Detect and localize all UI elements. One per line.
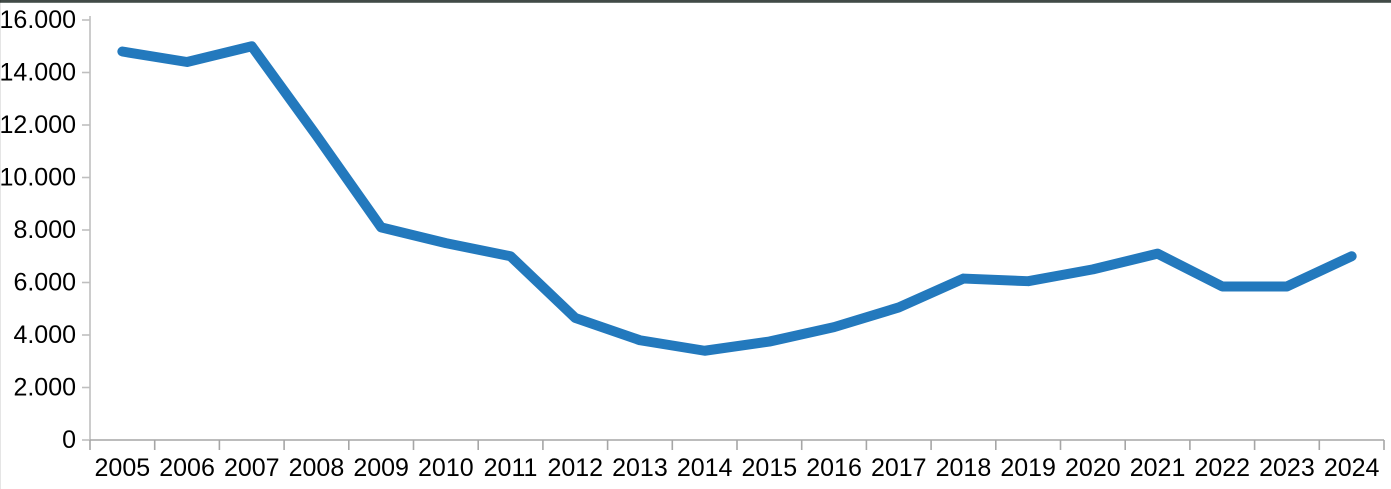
- x-tick-label: 2015: [742, 454, 798, 482]
- x-tick-label: 2014: [677, 454, 733, 482]
- x-tick-label: 2012: [547, 454, 603, 482]
- y-tick-label: 0: [62, 426, 76, 454]
- y-tick-label: 14.000: [0, 59, 76, 87]
- x-tick-label: 2022: [1194, 454, 1250, 482]
- x-tick-label: 2021: [1130, 454, 1186, 482]
- x-tick-label: 2024: [1324, 454, 1380, 482]
- y-tick-label: 6.000: [13, 269, 76, 297]
- y-tick-label: 2.000: [13, 374, 76, 402]
- x-tick-label: 2016: [806, 454, 862, 482]
- x-tick-label: 2019: [1000, 454, 1056, 482]
- x-tick-label: 2008: [289, 454, 345, 482]
- data-line: [117, 41, 1357, 356]
- x-tick-label: 2007: [224, 454, 280, 482]
- y-tick-label: 10.000: [0, 164, 76, 192]
- x-tick-label: 2005: [95, 454, 151, 482]
- x-tick-label: 2006: [159, 454, 215, 482]
- x-tick-label: 2018: [936, 454, 992, 482]
- x-tick-label: 2023: [1259, 454, 1315, 482]
- y-tick-label: 8.000: [13, 216, 76, 244]
- x-tick-label: 2011: [484, 454, 538, 482]
- y-tick-label: 16.000: [0, 6, 76, 34]
- y-tick-label: 12.000: [0, 111, 76, 139]
- x-tick-label: 2009: [353, 454, 409, 482]
- x-tick-label: 2017: [871, 454, 927, 482]
- y-tick-label: 4.000: [13, 321, 76, 349]
- window-top-border: [0, 0, 1391, 3]
- x-tick-label: 2010: [418, 454, 474, 482]
- x-tick-label: 2020: [1065, 454, 1121, 482]
- window-left-border: [0, 0, 1, 489]
- x-tick-label: 2013: [612, 454, 668, 482]
